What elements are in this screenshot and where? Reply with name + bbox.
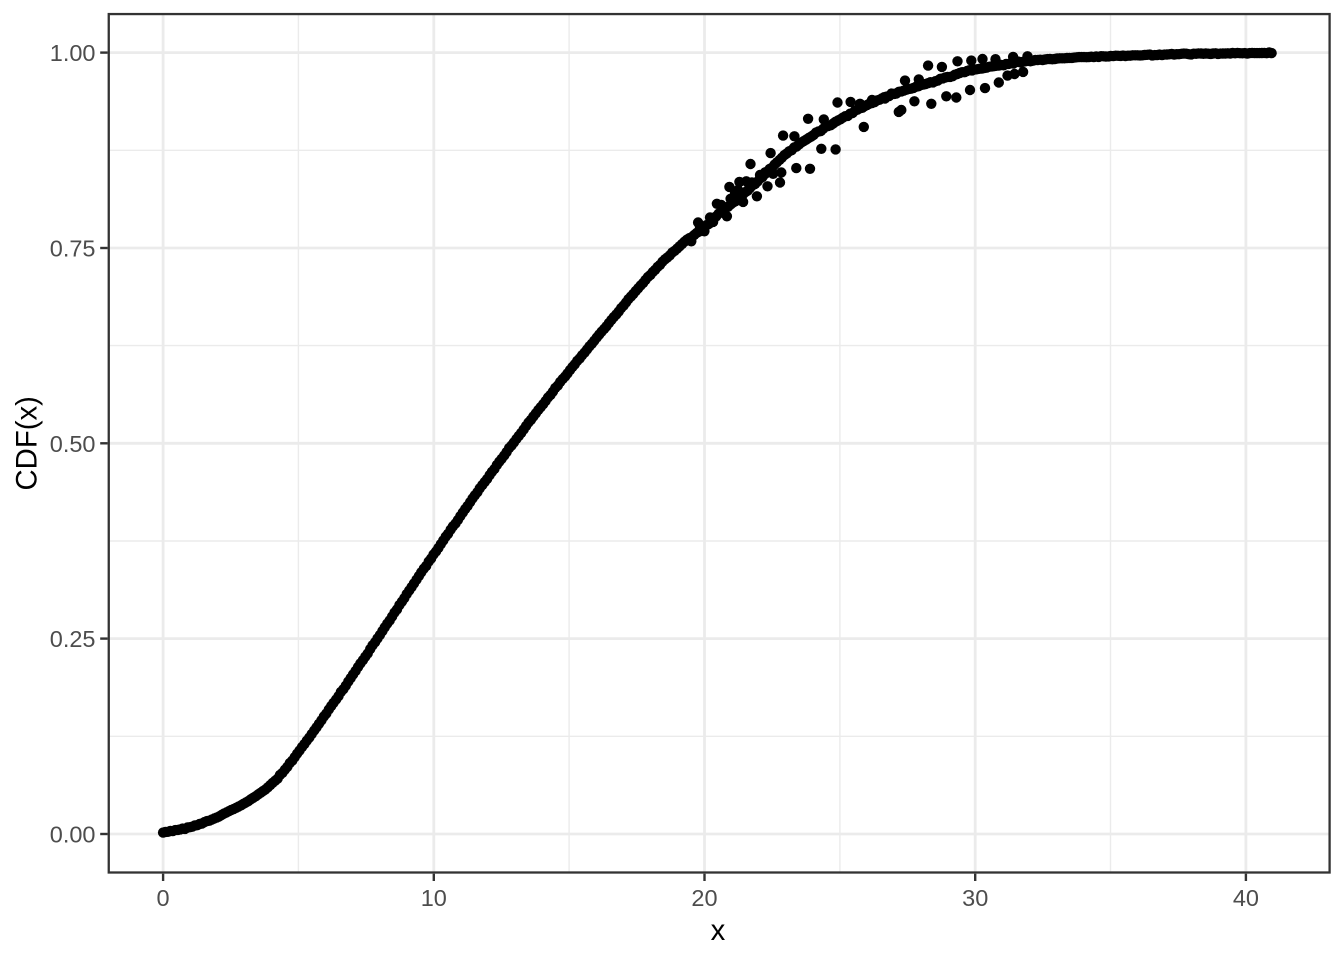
svg-text:0: 0 <box>157 885 170 911</box>
svg-text:30: 30 <box>962 885 988 911</box>
svg-text:CDF(x): CDF(x) <box>11 396 44 490</box>
svg-text:40: 40 <box>1233 885 1259 911</box>
svg-text:0.00: 0.00 <box>50 822 96 848</box>
svg-text:0.75: 0.75 <box>50 236 96 262</box>
svg-text:0.50: 0.50 <box>50 431 96 457</box>
svg-text:1.00: 1.00 <box>50 40 96 66</box>
svg-text:x: x <box>711 914 726 947</box>
svg-text:10: 10 <box>421 885 447 911</box>
svg-text:20: 20 <box>691 885 717 911</box>
svg-text:0.25: 0.25 <box>50 626 96 652</box>
